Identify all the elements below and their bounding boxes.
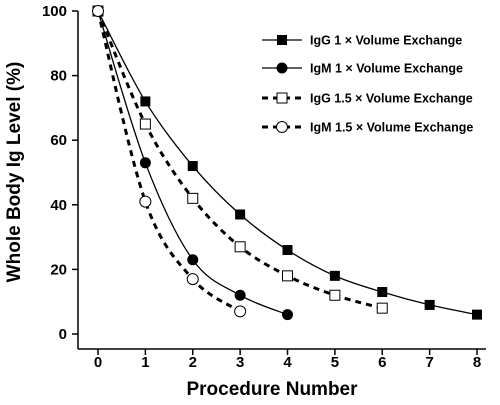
data-point-series-1 — [187, 161, 198, 172]
y-axis-title: Whole Body Ig Level (%) — [4, 62, 25, 283]
x-tick-label: 5 — [331, 354, 339, 371]
data-point-series-1 — [377, 287, 388, 298]
legend-marker-3 — [276, 92, 288, 104]
y-tick-label: 20 — [50, 261, 67, 278]
data-point-series-1 — [235, 209, 246, 220]
x-tick-label: 8 — [473, 354, 481, 371]
y-tick-label: 80 — [50, 68, 67, 85]
x-tick-label: 0 — [94, 354, 102, 371]
legend-marker-4 — [276, 121, 288, 133]
axes: 0 20 40 60 80 100 0 1 2 3 4 5 6 7 8 — [42, 3, 486, 371]
data-point-series-1 — [472, 309, 482, 320]
data-point-series-3 — [234, 241, 246, 253]
series-line-2 — [97, 10, 288, 316]
data-point-series-3 — [329, 289, 341, 301]
y-tick-label: 0 — [59, 326, 67, 343]
y-tick-label: 40 — [50, 197, 67, 214]
data-point-series-1 — [424, 299, 435, 310]
data-point-series-4 — [92, 5, 104, 17]
data-point-series-1 — [282, 245, 293, 256]
data-point-series-4 — [186, 273, 199, 286]
data-point-series-3 — [282, 270, 293, 282]
data-point-series-1 — [329, 270, 340, 281]
data-point-series-3 — [376, 302, 388, 314]
x-tick-label: 2 — [189, 354, 197, 371]
x-axis-title: Procedure Number — [186, 379, 358, 400]
legend: IgG 1 × Volume Exchange IgM 1 × Volume Ex… — [262, 34, 473, 135]
data-point-series-2 — [139, 157, 151, 169]
x-tick-label: 1 — [141, 354, 149, 371]
data-point-series-4 — [139, 195, 152, 208]
data-point-series-2 — [234, 289, 246, 301]
series-line-3 — [96, 10, 383, 310]
data-point-series-3 — [139, 118, 151, 130]
legend-label-2: IgM 1 × Volume Exchange — [310, 62, 463, 76]
y-tick-label: 60 — [50, 132, 67, 149]
legend-marker-2 — [276, 62, 288, 74]
y-tick-label: 100 — [42, 3, 67, 20]
series-line-1 — [97, 10, 478, 316]
data-point-series-4 — [234, 305, 247, 318]
data-point-series-1 — [140, 96, 151, 107]
legend-label-3: IgG 1.5 × Volume Exchange — [310, 92, 473, 106]
x-tick-label: 4 — [283, 354, 292, 371]
data-point-series-2 — [187, 254, 199, 266]
series-lines — [96, 10, 478, 316]
x-tick-label: 7 — [425, 354, 433, 371]
series-markers — [92, 5, 482, 321]
legend-label-4: IgM 1.5 × Volume Exchange — [310, 121, 473, 135]
legend-marker-1 — [277, 35, 287, 45]
x-tick-label: 6 — [378, 354, 386, 371]
data-point-series-3 — [187, 192, 199, 204]
legend-label-1: IgG 1 × Volume Exchange — [310, 34, 462, 48]
data-point-series-2 — [282, 309, 293, 321]
series-line-4 — [96, 10, 241, 313]
x-tick-label: 3 — [236, 354, 244, 371]
